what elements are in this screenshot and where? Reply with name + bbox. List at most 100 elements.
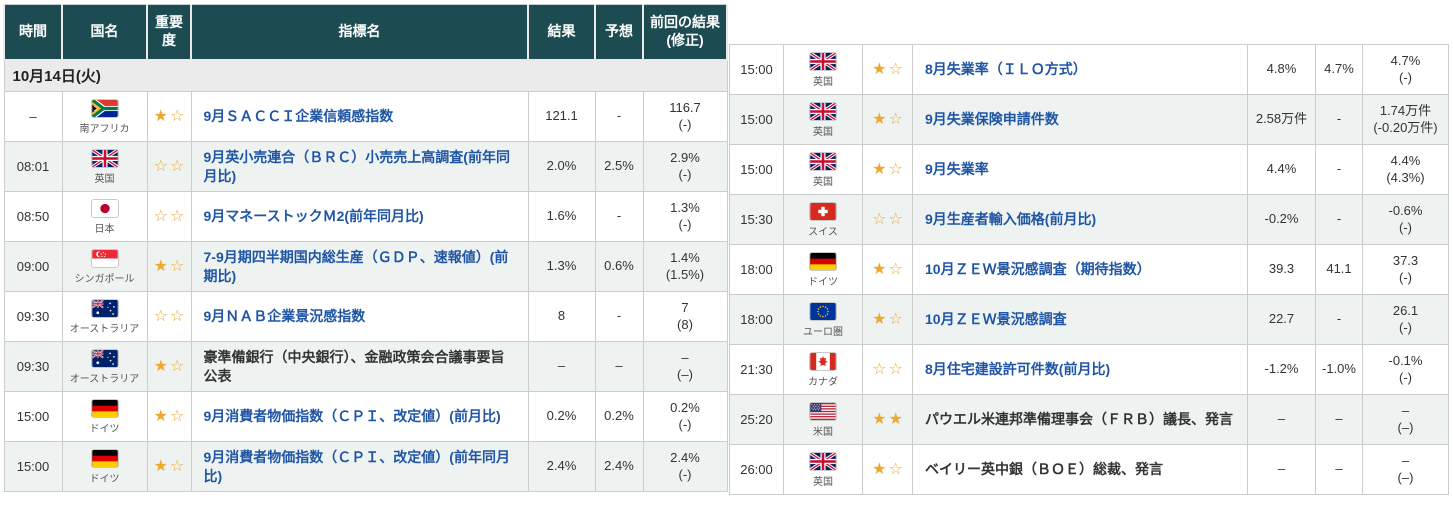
- forecast-cell: –: [594, 341, 644, 392]
- flag-ch-icon: [809, 201, 837, 221]
- star-empty-icon: ☆: [170, 457, 185, 475]
- importance-cell: ★ ☆: [146, 391, 192, 442]
- previous-cell: 2.4% (-): [642, 441, 728, 492]
- result-cell: 1.3%: [527, 241, 596, 292]
- importance-cell: ★ ☆: [862, 144, 913, 195]
- country-name: 英国: [813, 476, 833, 488]
- star-empty-icon: ☆: [170, 407, 185, 425]
- indicator-link[interactable]: 9月生産者輸入価格(前月比): [925, 211, 1097, 228]
- indicator-link[interactable]: 9月マネーストックＭ2(前年同月比): [203, 208, 424, 225]
- country-name: オーストラリア: [69, 323, 140, 335]
- previous-cell: 37.3 (-): [1362, 244, 1449, 295]
- star-filled-icon: ★: [872, 410, 887, 428]
- time-cell: 09:30: [3, 341, 63, 392]
- previous-value: 1.74万件: [1379, 102, 1432, 118]
- star-empty-icon: ☆: [888, 360, 903, 378]
- importance-cell: ☆ ☆: [862, 344, 913, 395]
- flag-gb-icon: [809, 151, 837, 171]
- time-cell: 15:30: [729, 194, 784, 245]
- previous-revised-value: (-): [678, 166, 692, 182]
- indicator-link[interactable]: 9月消費者物価指数（ＣＰＩ、改定値）(前月比): [203, 408, 501, 425]
- star-filled-icon: ★: [153, 357, 168, 375]
- importance-cell: ★ ☆: [146, 441, 192, 492]
- indicator-link[interactable]: 9月失業保険申請件数: [925, 111, 1059, 128]
- event-row: 15:00 英国 ★ ☆ 9月失業保険申請件数 2.58万件 - 1.74万件 (…: [729, 94, 1449, 145]
- time-cell: 25:20: [729, 394, 784, 445]
- country-cell: 英国: [783, 44, 863, 95]
- date-label: 10月14日(火): [3, 59, 728, 92]
- economic-calendar-table-left: 時間 国名 重要度 指標名 結果 予想 前回の結果 (修正) 10月14日(火) – 南アフリ…: [3, 4, 728, 492]
- column-header: 予想: [594, 4, 644, 61]
- forecast-cell: -: [1315, 294, 1363, 345]
- flag-gb-icon: [809, 101, 837, 121]
- star-empty-icon: ☆: [170, 307, 185, 325]
- indicator-cell: 9月ＳＡＣＣＩ企業信頼感指数: [190, 91, 529, 142]
- indicator-link[interactable]: 9月ＳＡＣＣＩ企業信頼感指数: [203, 108, 394, 125]
- previous-revised-value: (–): [1397, 419, 1414, 435]
- previous-value: 1.3%: [670, 199, 700, 215]
- forecast-cell: 2.4%: [594, 441, 644, 492]
- previous-cell: 1.4% (1.5%): [642, 241, 728, 292]
- forecast-cell: -: [594, 191, 644, 242]
- indicator-link[interactable]: 10月ＺＥＷ景況感調査: [925, 311, 1067, 328]
- previous-revised-value: (-): [1399, 319, 1412, 335]
- result-cell: 121.1: [527, 91, 596, 142]
- time-cell: 09:00: [3, 241, 63, 292]
- previous-cell: -0.1% (-): [1362, 344, 1449, 395]
- indicator-link[interactable]: 8月住宅建設許可件数(前月比): [925, 361, 1111, 378]
- event-row: 15:00 ドイツ ★ ☆ 9月消費者物価指数（ＣＰＩ、改定値）(前年同月比) 2…: [3, 441, 728, 492]
- indicator-link[interactable]: 9月英小売連合（ＢＲＣ）小売売上高調査(前年同月比): [203, 148, 510, 184]
- forecast-cell: -: [594, 291, 644, 342]
- flag-au-icon: [90, 348, 119, 368]
- calendar-body-left: – 南アフリカ ★ ☆ 9月ＳＡＣＣＩ企業信頼感指数 121.1 - 116.7 …: [3, 91, 728, 492]
- star-empty-icon: ☆: [153, 157, 168, 175]
- indicator-link[interactable]: 10月ＺＥＷ景況感調査（期待指数）: [925, 261, 1151, 278]
- flag-ca-icon: [809, 351, 837, 371]
- previous-value: –: [681, 349, 689, 365]
- indicator-link[interactable]: 8月失業率（ＩＬＯ方式）: [925, 61, 1087, 78]
- event-row: 15:00 英国 ★ ☆ 9月失業率 4.4% - 4.4% (4.3%): [729, 144, 1449, 195]
- country-cell: シンガポール: [61, 241, 148, 292]
- forecast-cell: 4.7%: [1315, 44, 1363, 95]
- previous-cell: 1.74万件 (-0.20万件): [1362, 94, 1449, 145]
- previous-revised-value: (-): [678, 216, 692, 232]
- country-name: 英国: [94, 173, 115, 185]
- flag-za-icon: [90, 98, 119, 118]
- country-name: 英国: [813, 176, 833, 188]
- star-empty-icon: ☆: [888, 160, 903, 178]
- indicator-cell: 7-9月期四半期国内総生産（ＧＤＰ、速報値）(前期比): [190, 241, 529, 292]
- flag-jp-icon: [90, 198, 119, 218]
- indicator-cell: 9月失業保険申請件数: [912, 94, 1248, 145]
- indicator-link[interactable]: 9月失業率: [925, 161, 989, 178]
- previous-revised-value: (-): [1399, 69, 1412, 85]
- time-cell: 21:30: [729, 344, 784, 395]
- star-empty-icon: ☆: [888, 260, 903, 278]
- event-row: 21:30 カナダ ☆ ☆ 8月住宅建設許可件数(前月比) -1.2% -1.0%…: [729, 344, 1449, 395]
- previous-value: 2.9%: [670, 149, 700, 165]
- previous-revised-value: (–): [677, 366, 693, 382]
- column-header: 重要度: [146, 4, 192, 61]
- result-cell: 0.2%: [527, 391, 596, 442]
- importance-cell: ★ ☆: [146, 241, 192, 292]
- previous-revised-value: (-): [678, 416, 692, 432]
- previous-cell: 4.4% (4.3%): [1362, 144, 1449, 195]
- flag-de-icon: [90, 448, 119, 468]
- result-cell: –: [1247, 444, 1316, 495]
- indicator-link[interactable]: 7-9月期四半期国内総生産（ＧＤＰ、速報値）(前期比): [203, 248, 509, 284]
- indicator-text: パウエル米連邦準備理事会（ＦＲＢ）議長、発言: [925, 411, 1233, 428]
- indicator-link[interactable]: 9月ＮＡＢ企業景況感指数: [203, 308, 366, 325]
- country-name: 日本: [94, 223, 115, 235]
- indicator-cell: パウエル米連邦準備理事会（ＦＲＢ）議長、発言: [912, 394, 1248, 445]
- indicator-link[interactable]: 9月消費者物価指数（ＣＰＩ、改定値）(前年同月比): [203, 448, 510, 484]
- star-empty-icon: ☆: [170, 157, 185, 175]
- previous-cell: 116.7 (-): [642, 91, 728, 142]
- column-header: 指標名: [190, 4, 529, 61]
- star-filled-icon: ★: [153, 257, 168, 275]
- previous-cell: – (–): [1362, 444, 1449, 495]
- previous-cell: 1.3% (-): [642, 191, 728, 242]
- time-cell: 15:00: [729, 94, 784, 145]
- previous-value: 2.4%: [670, 449, 700, 465]
- flag-eu-icon: [809, 301, 837, 321]
- country-name: スイス: [808, 226, 838, 238]
- result-cell: 2.58万件: [1247, 94, 1316, 145]
